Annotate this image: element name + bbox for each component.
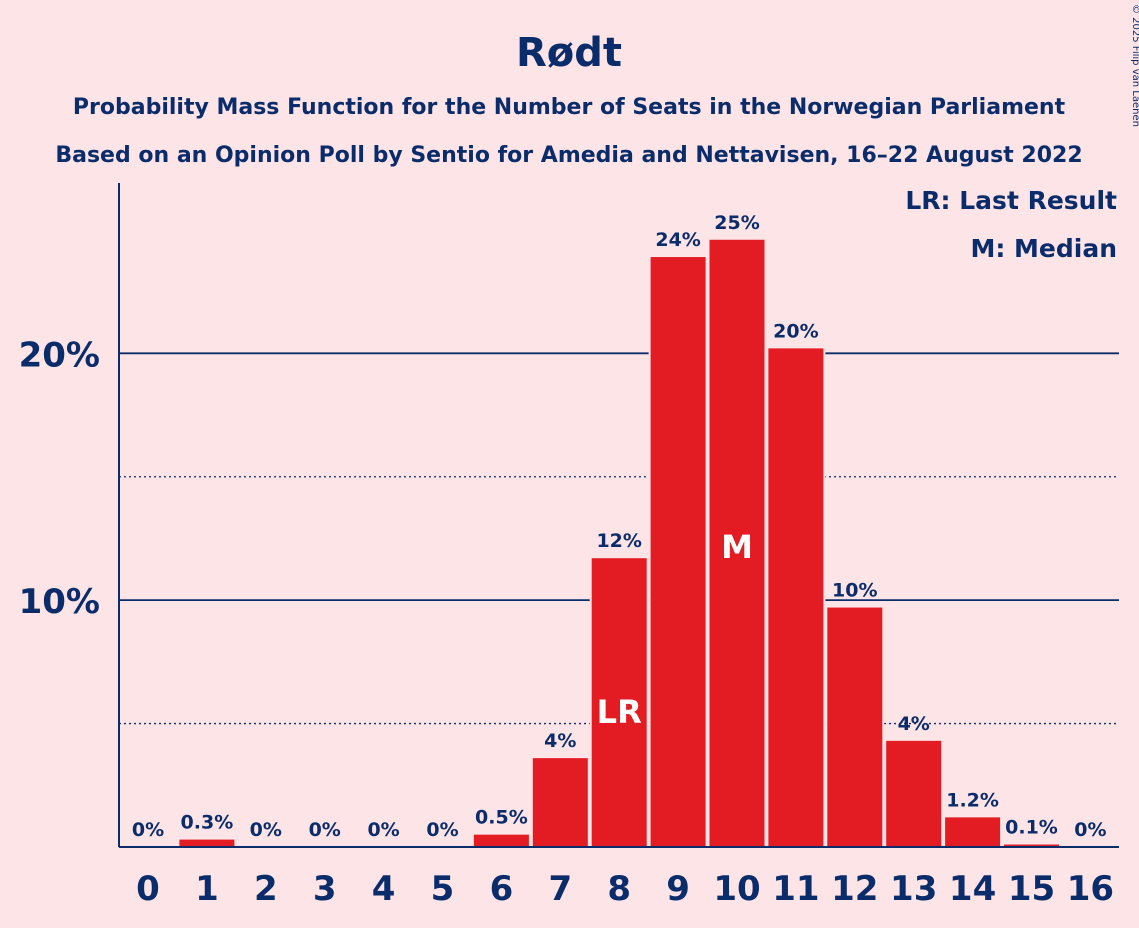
x-tick-label-11: 11 (772, 869, 819, 909)
copyright-text: © 2025 Filip van Laenen (1130, 4, 1139, 127)
x-tick-label-5: 5 (431, 869, 455, 909)
data-label-seat-15: 0.1% (1005, 817, 1058, 839)
data-label-seat-7: 4% (544, 730, 576, 752)
x-tick-label-12: 12 (831, 869, 878, 909)
bar-seat-15 (1004, 844, 1059, 847)
data-label-seat-3: 0% (309, 819, 341, 841)
data-label-seat-0: 0% (132, 819, 164, 841)
x-tick-label-10: 10 (713, 869, 760, 909)
bar-seat-9 (650, 257, 706, 848)
y-tick-label-1: 20% (19, 335, 100, 375)
x-tick-label-7: 7 (548, 869, 572, 909)
data-label-seat-10: 25% (714, 212, 759, 234)
data-label-seat-14: 1.2% (946, 789, 999, 811)
plot-area: 10%20%0%00.3%10%20%30%40%50.5%64%712%8LR… (19, 183, 1119, 909)
bar-seat-10 (709, 239, 765, 847)
x-tick-label-2: 2 (254, 869, 278, 909)
x-tick-label-13: 13 (890, 869, 937, 909)
chart-subtitle-line-1: Probability Mass Function for the Number… (73, 95, 1066, 120)
x-tick-label-8: 8 (607, 869, 631, 909)
x-tick-label-0: 0 (136, 869, 160, 909)
data-label-seat-11: 20% (773, 320, 818, 342)
x-tick-label-16: 16 (1067, 869, 1114, 909)
y-tick-label-0: 10% (19, 582, 100, 622)
data-label-seat-9: 24% (655, 229, 700, 251)
data-label-seat-13: 4% (898, 713, 930, 735)
x-tick-label-6: 6 (490, 869, 514, 909)
last-result-marker: LR (597, 693, 642, 731)
bar-seat-7 (532, 758, 588, 847)
data-label-seat-4: 0% (367, 819, 399, 841)
data-label-seat-12: 10% (832, 580, 877, 602)
data-label-seat-16: 0% (1074, 819, 1106, 841)
data-label-seat-2: 0% (250, 819, 282, 841)
x-tick-label-14: 14 (949, 869, 996, 909)
data-label-seat-8: 12% (596, 530, 641, 552)
data-label-seat-5: 0% (426, 819, 458, 841)
bar-seat-12 (827, 607, 883, 847)
bar-seat-13 (886, 740, 942, 847)
legend-last-result: LR: Last Result (905, 186, 1117, 215)
x-tick-label-15: 15 (1008, 869, 1055, 909)
x-tick-label-3: 3 (313, 869, 337, 909)
x-tick-label-9: 9 (666, 869, 690, 909)
legend-median: M: Median (970, 234, 1117, 263)
bar-seat-11 (768, 348, 824, 847)
bar-seat-1 (179, 839, 235, 847)
bar-seat-14 (945, 817, 1001, 847)
data-label-seat-6: 0.5% (475, 807, 528, 829)
chart-subtitle-line-2: Based on an Opinion Poll by Sentio for A… (55, 143, 1082, 168)
bar-seat-6 (473, 834, 529, 847)
bar-seat-8 (591, 558, 647, 847)
x-tick-label-1: 1 (195, 869, 219, 909)
chart-title: Rødt (516, 30, 622, 76)
median-marker: M (721, 528, 753, 566)
x-tick-label-4: 4 (372, 869, 396, 909)
data-label-seat-1: 0.3% (181, 812, 234, 834)
